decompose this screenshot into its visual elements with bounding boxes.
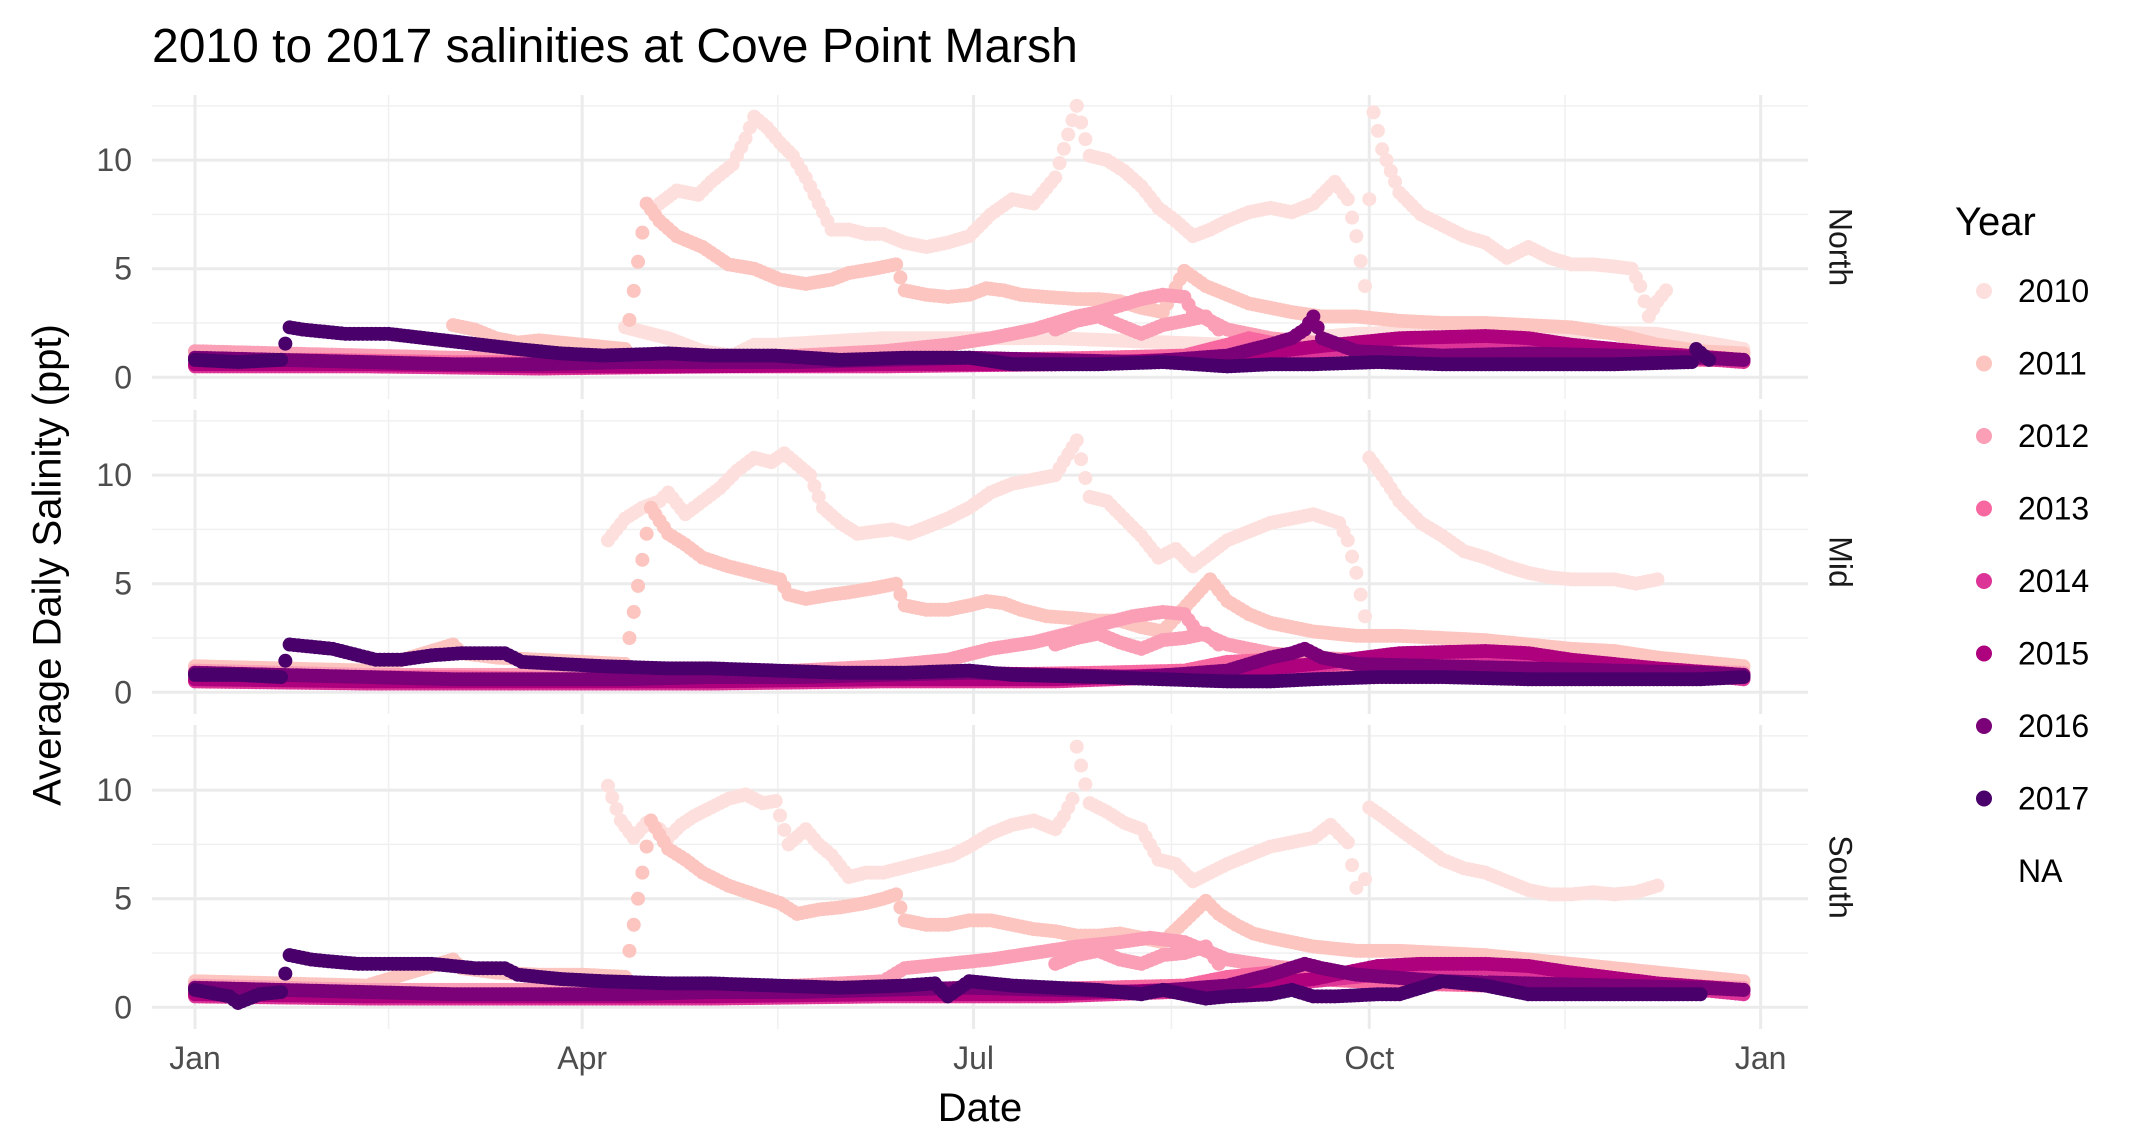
data-point (1074, 452, 1089, 467)
data-point (889, 257, 904, 272)
data-point (1052, 156, 1067, 171)
data-point (1069, 433, 1084, 448)
data-point (631, 254, 646, 269)
y-tick-label: 10 (96, 457, 132, 493)
data-point (635, 552, 650, 567)
data-point (1340, 192, 1355, 207)
data-point (626, 604, 641, 619)
y-tick-label: 0 (114, 674, 132, 710)
y-tick-label: 0 (114, 359, 132, 395)
data-point (1370, 123, 1385, 138)
data-point (1375, 142, 1390, 157)
data-point (1362, 192, 1377, 207)
data-point (278, 336, 293, 351)
data-point (1366, 105, 1381, 120)
data-point (1078, 471, 1093, 486)
series-2010 (600, 433, 1665, 624)
data-point (1379, 153, 1394, 168)
data-point (1069, 98, 1084, 113)
data-point (1340, 533, 1355, 548)
data-point (1345, 210, 1360, 225)
data-point (1357, 279, 1372, 294)
data-point (1633, 279, 1648, 294)
data-point (1211, 322, 1226, 337)
chart-title: 2010 to 2017 salinities at Cove Point Ma… (152, 20, 1078, 73)
data-point (1048, 170, 1063, 185)
data-point (1383, 164, 1398, 178)
data-point (1357, 609, 1372, 624)
panel-north: 0 5 10 North (96, 95, 1859, 399)
data-point (1736, 352, 1751, 367)
y-tick-label: 5 (114, 566, 132, 602)
data-point (274, 352, 289, 367)
data-point (1349, 565, 1364, 580)
data-point (1650, 572, 1665, 587)
data-point (1702, 352, 1717, 367)
facet-label-north: North (1823, 208, 1859, 286)
data-point (1078, 132, 1093, 147)
data-point (1211, 637, 1226, 652)
data-point (639, 526, 654, 541)
data-point (1388, 174, 1403, 189)
data-point (1353, 587, 1368, 602)
y-tick-label: 10 (96, 142, 132, 178)
data-point (1353, 254, 1368, 269)
data-point (1056, 141, 1071, 156)
data-point (738, 131, 753, 146)
series-2012 (1048, 309, 1226, 341)
y-tick-label: 5 (114, 251, 132, 287)
data-point (626, 283, 641, 298)
data-point (1349, 229, 1364, 244)
data-point (622, 312, 637, 327)
data-point (1061, 127, 1076, 142)
data-point (635, 225, 650, 240)
data-point (893, 270, 908, 285)
data-point (622, 631, 637, 645)
data-point (631, 578, 646, 593)
data-point (1345, 549, 1360, 564)
series-2010 (652, 98, 1674, 324)
data-point (1659, 283, 1674, 298)
data-point (1074, 115, 1089, 130)
